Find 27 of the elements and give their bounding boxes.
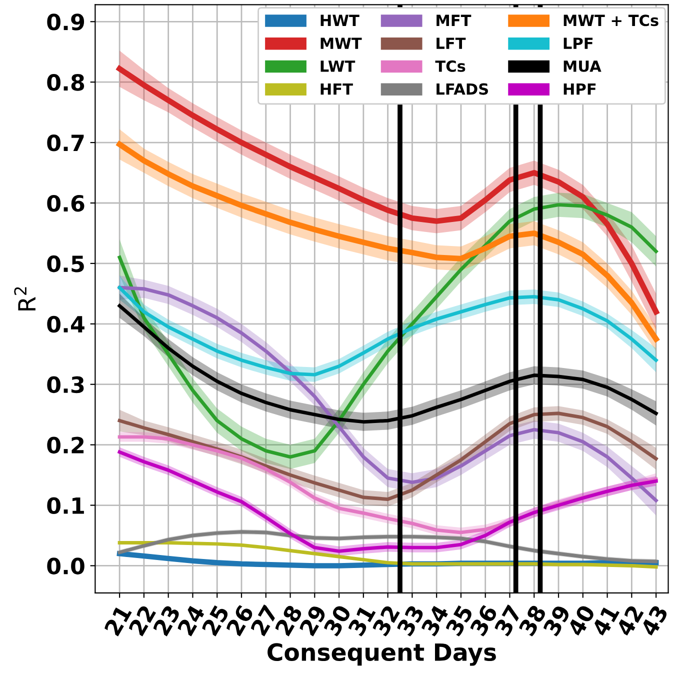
x-tick-label: 24 [176,604,206,636]
y-tick-label: 0.6 [47,194,84,212]
legend-label: MWT + TCs [564,14,658,26]
legend-label: HPF [564,83,596,95]
y-axis-title: R$^{2}$ [14,287,36,310]
y-tick-label: 0.2 [47,436,84,454]
y-tick-label: 0.5 [47,255,84,272]
legend-label: MFT [436,14,472,26]
y-tick-label: 0.8 [47,74,84,91]
x-axis-title: Consequent Days [268,643,496,666]
legend-label: MWT [320,38,362,49]
y-tick-label: 0.9 [47,14,84,30]
y-tick-label: 0.1 [47,497,84,514]
x-tick-label: 34 [420,604,450,637]
legend-label: LPF [564,38,593,49]
legend-label: MUA [564,60,602,72]
y-tick-label: 0.3 [47,376,84,394]
legend-label: TCs [435,60,466,72]
legend-label: LWT [320,60,356,72]
legend-label: HWT [320,14,360,26]
y-tick-label: 0.4 [47,316,84,333]
y-tick-label: 0.7 [47,134,84,152]
legend-label: LFADS [436,83,488,95]
y-tick-label: 0.0 [47,558,84,574]
x-tick-label: 39 [542,604,572,637]
legend-label: HFT [320,83,353,95]
legend-label: LFT [436,38,466,49]
